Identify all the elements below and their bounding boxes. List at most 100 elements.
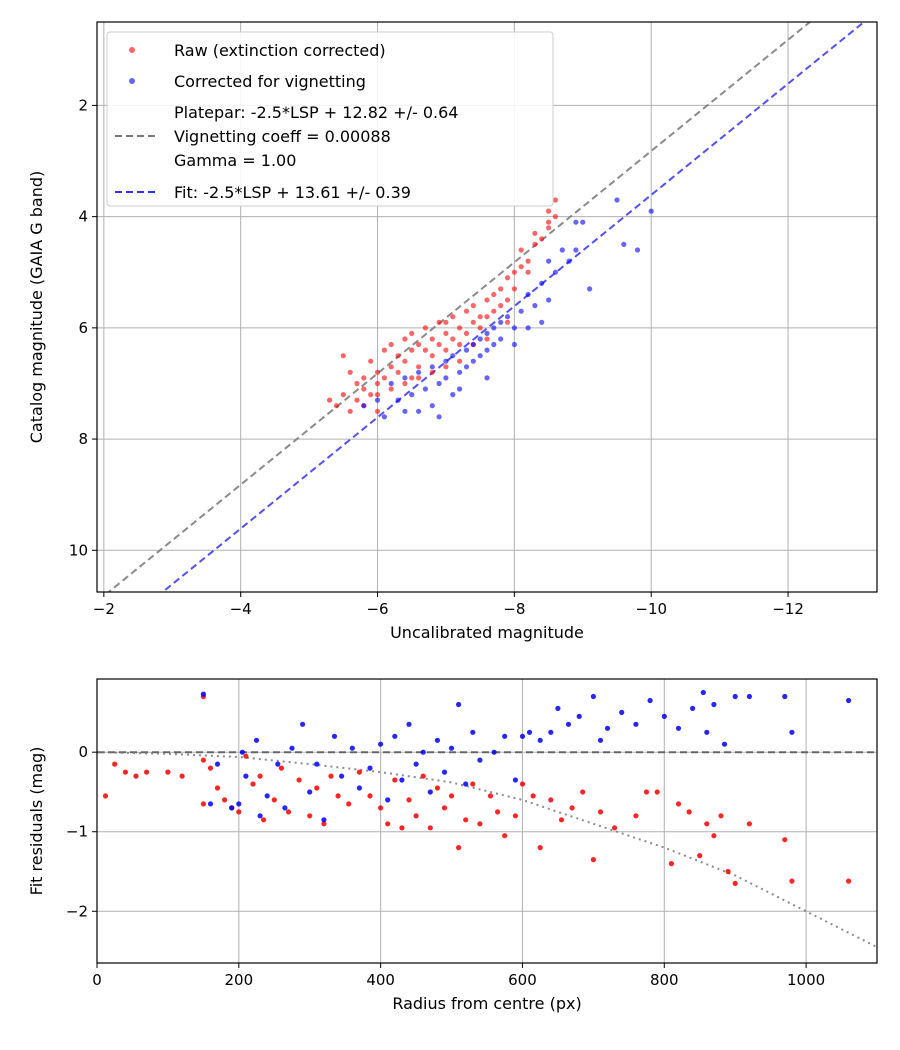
corrected-point	[457, 386, 463, 392]
raw-point	[504, 297, 511, 303]
corrected-point	[498, 336, 504, 342]
raw-point	[427, 825, 433, 831]
raw-point	[392, 777, 398, 783]
raw-point	[477, 314, 483, 320]
corrected-point	[566, 258, 572, 264]
raw-point	[548, 797, 554, 803]
raw-point	[429, 336, 435, 342]
raw-point	[448, 793, 455, 799]
corrected-point	[621, 241, 627, 247]
corrected-point	[450, 353, 456, 359]
corrected-point	[385, 797, 391, 803]
line-platepar	[107, 22, 812, 592]
raw-point	[381, 375, 387, 381]
corrected-point	[388, 380, 394, 387]
corrected-point	[604, 725, 611, 731]
raw-point	[409, 330, 415, 336]
x-tick-label: 600	[508, 971, 537, 989]
raw-point	[612, 825, 618, 831]
corrected-point	[477, 757, 483, 763]
raw-point	[525, 269, 531, 275]
corrected-point	[395, 397, 401, 403]
corrected-point	[633, 721, 639, 727]
corrected-point	[413, 761, 419, 767]
corrected-point	[416, 408, 422, 414]
corrected-point	[477, 336, 483, 342]
corrected-point	[477, 353, 483, 359]
raw-point	[340, 353, 346, 359]
top-scatter-points	[327, 197, 654, 420]
corrected-point	[511, 341, 517, 348]
raw-point	[409, 375, 415, 381]
corrected-point	[573, 247, 579, 253]
raw-point	[354, 397, 360, 403]
x-tick-label: −10	[635, 600, 667, 618]
corrected-point	[463, 781, 469, 787]
corrected-point	[450, 392, 456, 398]
raw-point	[340, 392, 346, 398]
raw-point	[552, 197, 559, 203]
corrected-point	[546, 258, 552, 264]
bottom-ticks: 0 200 400 600 800 1000 0 −1 −2	[66, 743, 825, 989]
raw-point	[569, 805, 575, 811]
legend-marker	[129, 78, 135, 84]
raw-point	[484, 314, 490, 320]
raw-point	[222, 797, 228, 803]
raw-point	[532, 241, 538, 247]
top-y-axis-label: Catalog magnitude (GAIA G band)	[27, 171, 46, 443]
legend: Raw (extinction corrected) Corrected for …	[106, 31, 554, 207]
raw-point	[200, 757, 206, 763]
raw-point	[457, 358, 463, 364]
x-tick-label: −2	[93, 600, 115, 618]
corrected-point	[565, 721, 572, 727]
corrected-point	[619, 709, 625, 716]
corrected-point	[704, 729, 710, 735]
corrected-point	[434, 737, 440, 743]
corrected-point	[275, 761, 281, 767]
raw-point	[590, 857, 597, 863]
raw-point	[537, 845, 543, 851]
raw-point	[457, 325, 463, 331]
corrected-point	[429, 364, 435, 370]
raw-point	[368, 392, 374, 398]
raw-point	[725, 868, 731, 875]
raw-point	[406, 797, 412, 803]
raw-point	[686, 809, 692, 815]
raw-point	[846, 878, 852, 884]
raw-point	[347, 369, 353, 375]
legend-label: Corrected for vignetting	[174, 72, 366, 91]
corrected-point	[504, 314, 511, 320]
raw-point	[518, 247, 524, 253]
corrected-point	[502, 733, 508, 739]
raw-point	[718, 813, 724, 819]
raw-point	[381, 347, 387, 353]
corrected-point	[448, 745, 455, 751]
raw-point	[443, 347, 449, 353]
raw-point	[495, 809, 501, 815]
raw-point	[361, 375, 367, 381]
raw-point	[477, 325, 483, 331]
raw-point	[402, 380, 408, 387]
bottom-y-axis-label: Fit residuals (mag)	[27, 747, 46, 896]
raw-point	[367, 793, 373, 799]
corrected-point	[484, 375, 490, 381]
corrected-point	[239, 749, 245, 755]
legend-marker	[129, 47, 135, 53]
corrected-point	[427, 789, 433, 795]
raw-point	[361, 386, 367, 392]
raw-point	[354, 380, 360, 387]
x-tick-label: −6	[366, 600, 388, 618]
raw-point	[470, 303, 476, 309]
raw-point	[789, 878, 795, 884]
raw-point	[122, 769, 128, 775]
x-tick-label: −4	[230, 600, 252, 618]
legend-label: Raw (extinction corrected)	[174, 41, 386, 60]
line-fit	[161, 22, 866, 592]
line-vignetting-model	[97, 751, 877, 948]
raw-point	[422, 325, 428, 331]
raw-point	[416, 375, 422, 381]
raw-point	[416, 364, 422, 370]
corrected-point	[518, 308, 524, 314]
raw-point	[395, 353, 401, 359]
corrected-point	[491, 341, 497, 348]
